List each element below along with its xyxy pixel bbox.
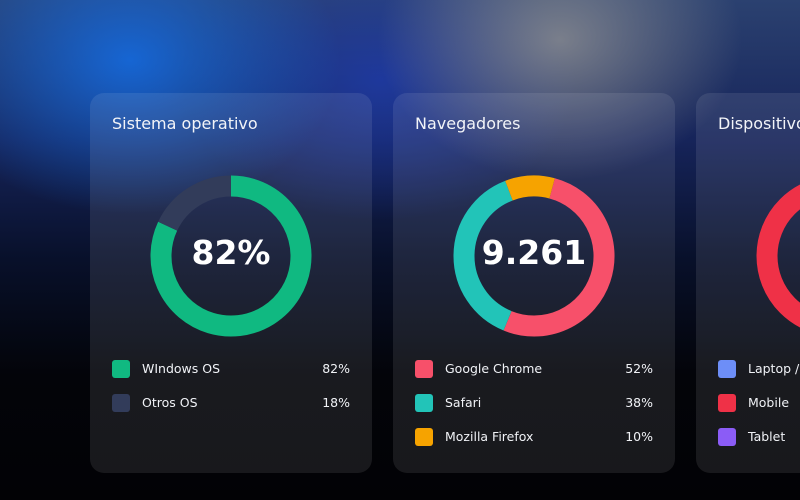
legend-item-laptop: Laptop /: [718, 358, 800, 392]
legend-label: Safari: [445, 395, 482, 410]
legend-label: Tablet: [748, 429, 786, 444]
legend-item-mobile: Mobile: [718, 392, 800, 426]
center-value: 4: [692, 233, 800, 263]
devices-card: Dispositivos 4 Laptop / Mobile Tablet: [696, 93, 800, 473]
browsers-donut-chart: [453, 175, 615, 337]
legend-swatch: [415, 394, 433, 412]
donut-slice-safari: [453, 180, 514, 331]
card-title: Dispositivos: [718, 114, 800, 133]
legend-item-windows: WIndows OS 82%: [112, 358, 350, 392]
legend-value: 38%: [625, 395, 653, 410]
os-card: Sistema operativo 82% WIndows OS 82% Otr…: [90, 93, 372, 473]
os-donut-chart: [150, 175, 312, 337]
legend-swatch: [718, 428, 736, 446]
legend-label: WIndows OS: [142, 361, 221, 376]
legend-item-tablet: Tablet: [718, 426, 800, 460]
legend-label: Mobile: [748, 395, 790, 410]
legend-item-safari: Safari 38%: [415, 392, 653, 426]
legend-value: 82%: [322, 361, 350, 376]
devices-donut-chart: [756, 184, 800, 328]
legend-value: 10%: [625, 429, 653, 444]
card-title: Navegadores: [415, 114, 521, 133]
browsers-card: Navegadores 9.261 Google Chrome 52% Safa…: [393, 93, 675, 473]
legend-swatch: [415, 360, 433, 378]
legend-label: Mozilla Firefox: [445, 429, 534, 444]
legend: Google Chrome 52% Safari 38% Mozilla Fir…: [415, 358, 653, 460]
donut-slice-mozilla-firefox: [505, 175, 555, 201]
legend-swatch: [415, 428, 433, 446]
legend-label: Otros OS: [142, 395, 198, 410]
center-value: 9.261: [481, 233, 587, 272]
center-value: 82%: [191, 233, 271, 272]
legend-swatch: [112, 360, 130, 378]
legend: WIndows OS 82% Otros OS 18%: [112, 358, 350, 426]
legend-label: Google Chrome: [445, 361, 543, 376]
devices-ring: [756, 184, 800, 328]
legend-item-otros: Otros OS 18%: [112, 392, 350, 426]
donut-slice-windows-os: [150, 175, 312, 337]
legend: Laptop / Mobile Tablet: [718, 358, 800, 460]
donut-slice-google-chrome: [503, 178, 615, 337]
legend-item-firefox: Mozilla Firefox 10%: [415, 426, 653, 460]
legend-item-chrome: Google Chrome 52%: [415, 358, 653, 392]
legend-swatch: [718, 360, 736, 378]
donut-slice-otros-os: [158, 175, 232, 232]
legend-value: 18%: [322, 395, 350, 410]
legend-swatch: [718, 394, 736, 412]
legend-swatch: [112, 394, 130, 412]
card-title: Sistema operativo: [112, 114, 258, 133]
legend-value: 52%: [625, 361, 653, 376]
legend-label: Laptop /: [748, 361, 800, 376]
